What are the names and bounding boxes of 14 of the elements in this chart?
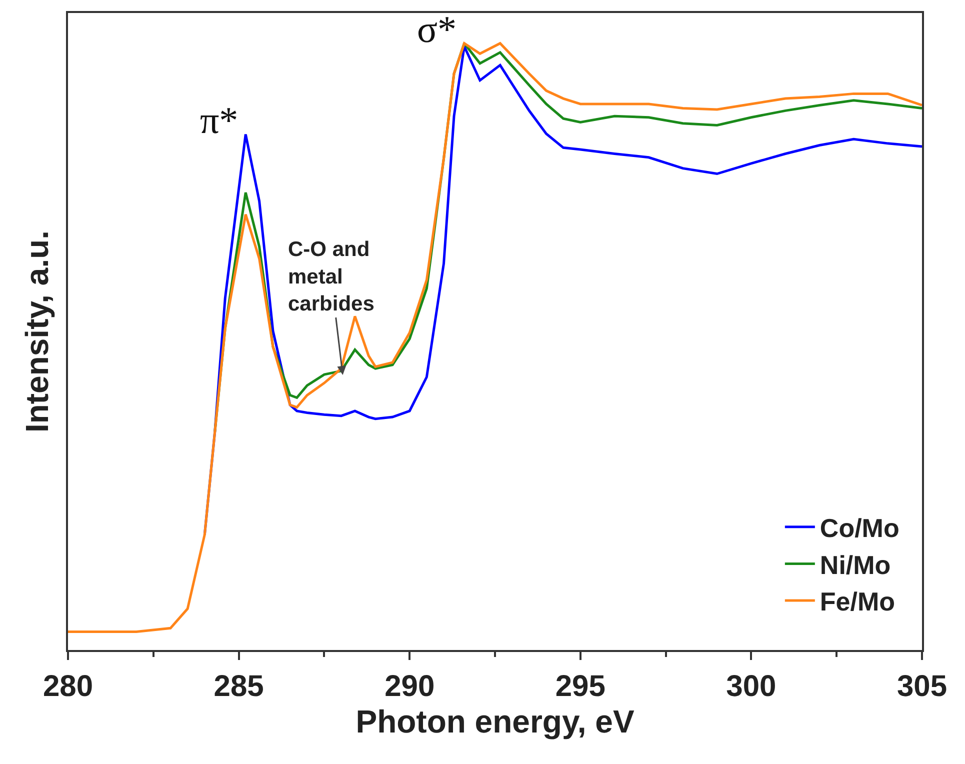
legend-label: Ni/Mo [820,550,891,580]
x-tick-label: 295 [555,670,606,703]
x-tick-label: 305 [896,670,948,703]
annotation: σ* [417,9,456,51]
x-tick-label: 285 [214,670,264,703]
annotation: C-O and metal carbides [288,238,374,316]
x-axis-title: Photon energy, eV [356,703,635,740]
y-axis-title: Intensity, a.u. [18,230,55,433]
legend-label: Co/Mo [820,513,900,544]
x-tick-label: 300 [726,670,776,703]
legend-label: Fe/Mo [820,586,896,617]
x-tick-label: 290 [384,670,435,703]
x-tick-label: 280 [42,670,94,703]
annotation: π* [200,100,238,142]
